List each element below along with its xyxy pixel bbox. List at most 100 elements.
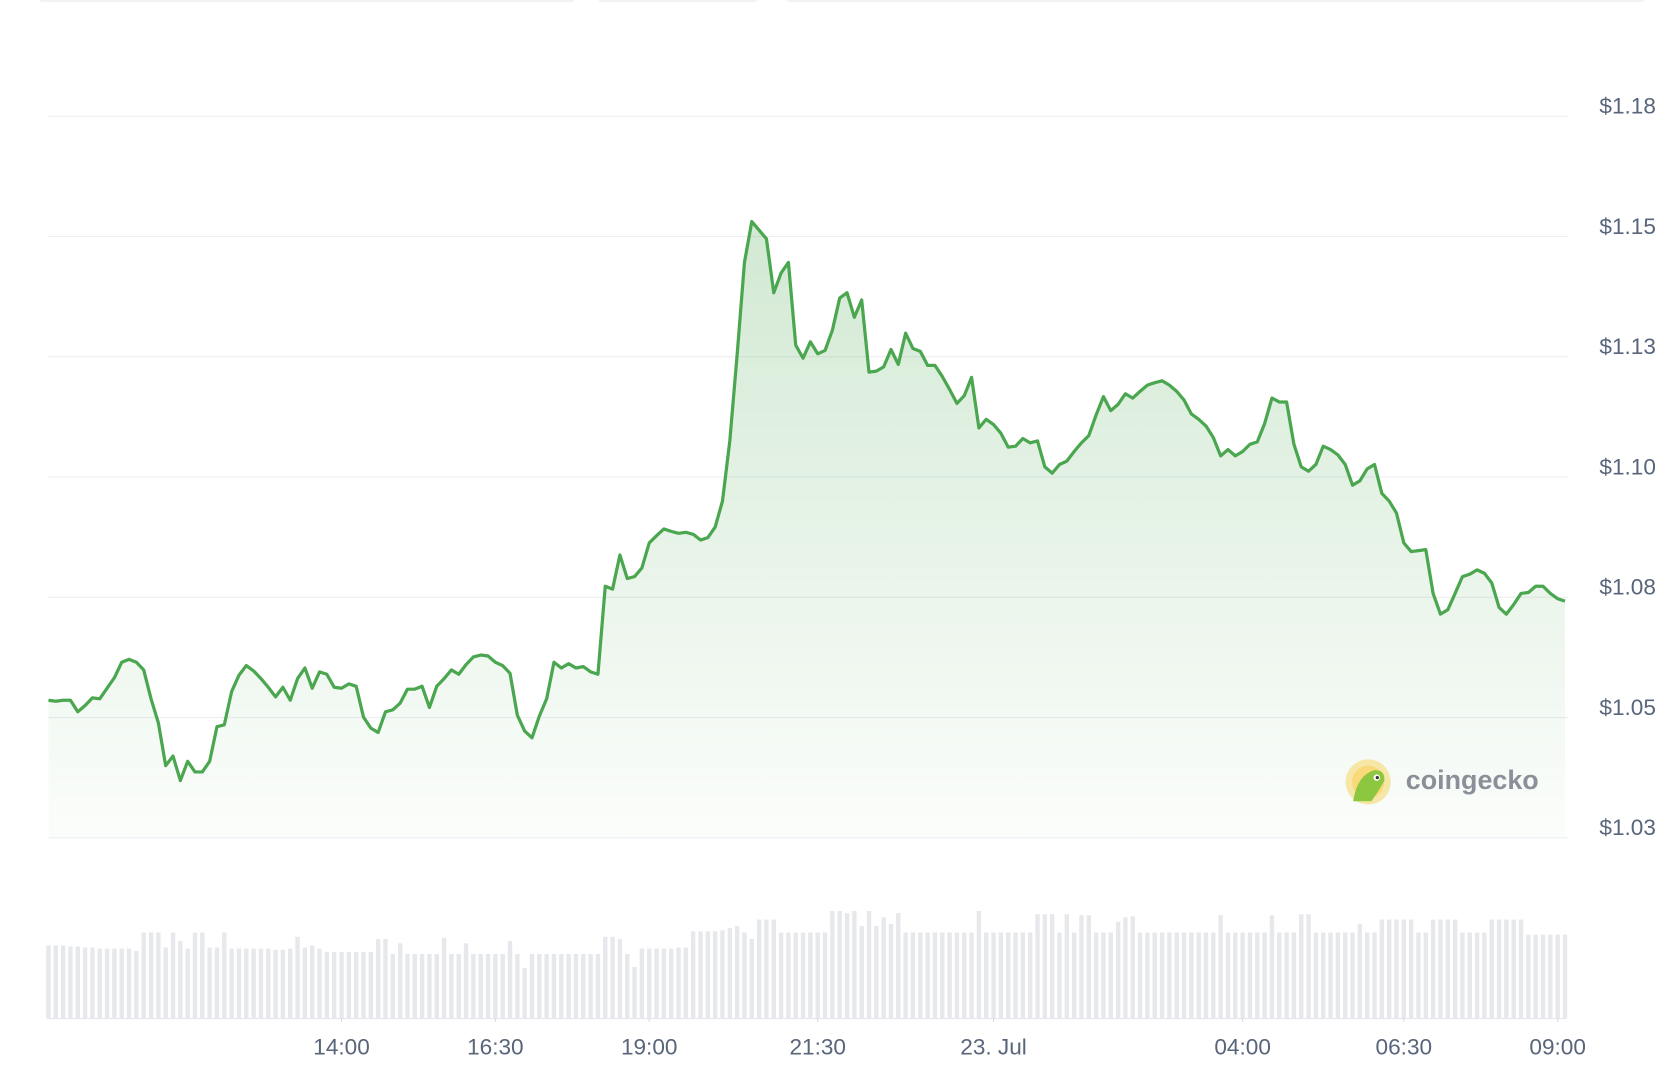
volume-bar (610, 936, 615, 1019)
volume-bar (654, 948, 659, 1019)
volume-bar (456, 954, 461, 1019)
volume-bar (119, 948, 124, 1019)
volume-bar (1555, 934, 1560, 1019)
x-tick-label: 19:00 (621, 1035, 678, 1060)
volume-bar (427, 954, 432, 1019)
volume-bar (1321, 932, 1326, 1019)
volume-bar (1057, 932, 1062, 1019)
volume-bar (962, 932, 967, 1019)
volume-bar (214, 947, 220, 1019)
volume-bar (764, 919, 769, 1019)
volume-bar (1540, 934, 1546, 1019)
volume-bar (595, 954, 601, 1019)
volume-bar (353, 951, 359, 1019)
volume-bar (53, 945, 58, 1019)
volume-bar (1269, 915, 1275, 1019)
volume-bar (1533, 934, 1538, 1019)
volume-bar (581, 954, 586, 1019)
volume-bar (90, 947, 95, 1019)
volume-bar (551, 954, 557, 1019)
volume-bar (1167, 932, 1172, 1019)
volume-bar (800, 932, 806, 1019)
volume-bar (698, 931, 703, 1019)
volume-bar (1386, 919, 1392, 1019)
volume-bar (822, 932, 828, 1019)
volume-bar (1452, 919, 1458, 1019)
volume-bar (1467, 932, 1472, 1019)
volume-bar (1181, 932, 1187, 1019)
volume-bar (976, 910, 982, 1019)
volume-bar (742, 932, 747, 1019)
volume-bar (1430, 919, 1436, 1019)
volume-bar (141, 932, 146, 1019)
x-tick-label: 09:00 (1529, 1035, 1586, 1060)
volume-bar (295, 936, 300, 1019)
volume-bar (910, 932, 916, 1019)
volume-bar (1152, 932, 1157, 1019)
volume-bar (1445, 919, 1450, 1019)
volume-bar (778, 932, 784, 1019)
volume-bar (1145, 932, 1150, 1019)
price-area (48, 221, 1565, 838)
volume-bar (478, 954, 483, 1019)
volume-bar (170, 932, 176, 1019)
volume-bar (1408, 919, 1414, 1019)
volume-bar (1277, 932, 1282, 1019)
volume-bar (148, 932, 154, 1019)
y-tick-label: $1.05 (1599, 695, 1656, 720)
volume-bar (317, 948, 322, 1019)
volume-bar (1130, 916, 1135, 1019)
volume-bar (361, 951, 366, 1019)
volume-bar (1049, 914, 1055, 1019)
volume-bar (683, 947, 689, 1019)
y-tick-label: $1.08 (1599, 575, 1656, 600)
volume-bar (1247, 932, 1253, 1019)
volume-bar (1027, 932, 1033, 1019)
volume-bar (1474, 932, 1480, 1019)
volume-bar (1093, 932, 1099, 1019)
volume-bar (339, 951, 344, 1019)
volume-bar (1548, 934, 1553, 1019)
volume-bar (178, 941, 183, 1019)
volume-bar (830, 910, 835, 1019)
volume-bar (749, 938, 754, 1019)
volume-bar (1137, 932, 1143, 1019)
volume-bar (1189, 932, 1194, 1019)
brand-logo (1345, 759, 1391, 805)
volume-bar (1518, 919, 1524, 1019)
volume-bar (808, 932, 813, 1019)
volume-bar (1357, 923, 1363, 1019)
volume-bar (837, 910, 842, 1019)
volume-bar (1394, 919, 1399, 1019)
volume-bar (368, 951, 374, 1019)
volume-bar (192, 932, 198, 1019)
volume-bar (998, 932, 1004, 1019)
volume-bar (1511, 919, 1516, 1019)
volume-bar (617, 938, 623, 1019)
volume-bar (331, 951, 337, 1019)
tab-remnant (38, 0, 575, 3)
volume-bar (1233, 932, 1238, 1019)
volume-bar (1211, 932, 1216, 1019)
volume-bar (1174, 932, 1179, 1019)
volume-bar (537, 954, 542, 1019)
volume-bar (507, 941, 513, 1019)
volume-bar (859, 926, 864, 1019)
volume-bar (104, 948, 110, 1019)
volume-bar (815, 932, 820, 1019)
volume-bar (1196, 932, 1201, 1019)
volume-bar (46, 945, 51, 1019)
volume-bar (954, 932, 960, 1019)
volume-bar (75, 946, 80, 1019)
volume-bar (603, 936, 608, 1019)
volume-bar (969, 932, 974, 1019)
volume-bar (1482, 932, 1487, 1019)
volume-bar (844, 913, 850, 1019)
volume-bar (756, 919, 762, 1019)
volume-bar (258, 948, 264, 1019)
tab-remnant (786, 0, 1645, 3)
volume-bar (1313, 932, 1319, 1019)
volume-bar (1086, 915, 1091, 1019)
volume-bar (1401, 919, 1407, 1019)
